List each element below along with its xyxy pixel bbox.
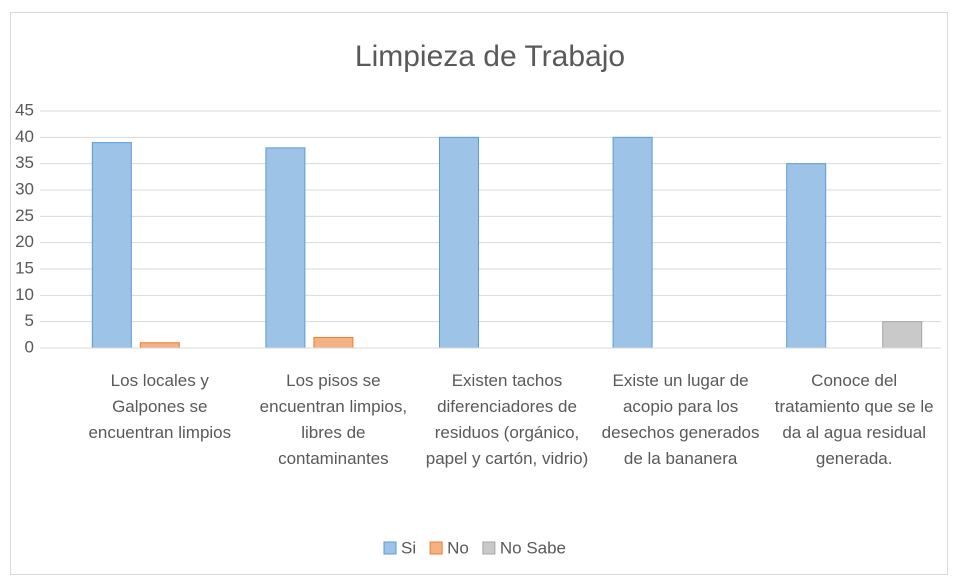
y-tick-label: 40 [15,127,34,146]
bar [786,163,827,349]
y-tick-label: 25 [15,206,34,225]
bar [139,342,180,349]
bar [265,147,306,349]
x-tick-label: Los locales y Galpones se encuentran lim… [88,371,232,442]
y-tick-label: 10 [15,285,34,304]
y-tick-label: 45 [15,100,34,119]
y-tick-label: 15 [15,258,34,277]
x-tick-label: Existen tachos diferenciadores de residu… [425,371,589,468]
bar [313,336,354,349]
legend-label: Si [401,538,416,557]
x-tick-label: Conoce del tratamiento que se le da al a… [774,371,934,468]
bar [91,142,132,349]
legend-swatch [383,541,397,555]
y-tick-label: 5 [25,311,34,330]
chart-title: Limpieza de Trabajo [355,40,625,73]
y-tick-label: 35 [15,153,34,172]
bar [612,136,653,349]
y-tick-label: 20 [15,232,34,251]
y-tick-label: 0 [25,337,34,356]
y-tick-label: 30 [15,179,34,198]
x-tick-label: Existe un lugar de acopio para los desec… [601,371,760,468]
bar [882,321,923,349]
legend-label: No Sabe [500,538,566,557]
legend-swatch [429,541,443,555]
legend-label: No [447,538,469,557]
legend-swatch [482,541,496,555]
bar [439,136,479,349]
x-tick-label: Los pisos se encuentran limpios, libres … [259,371,408,468]
